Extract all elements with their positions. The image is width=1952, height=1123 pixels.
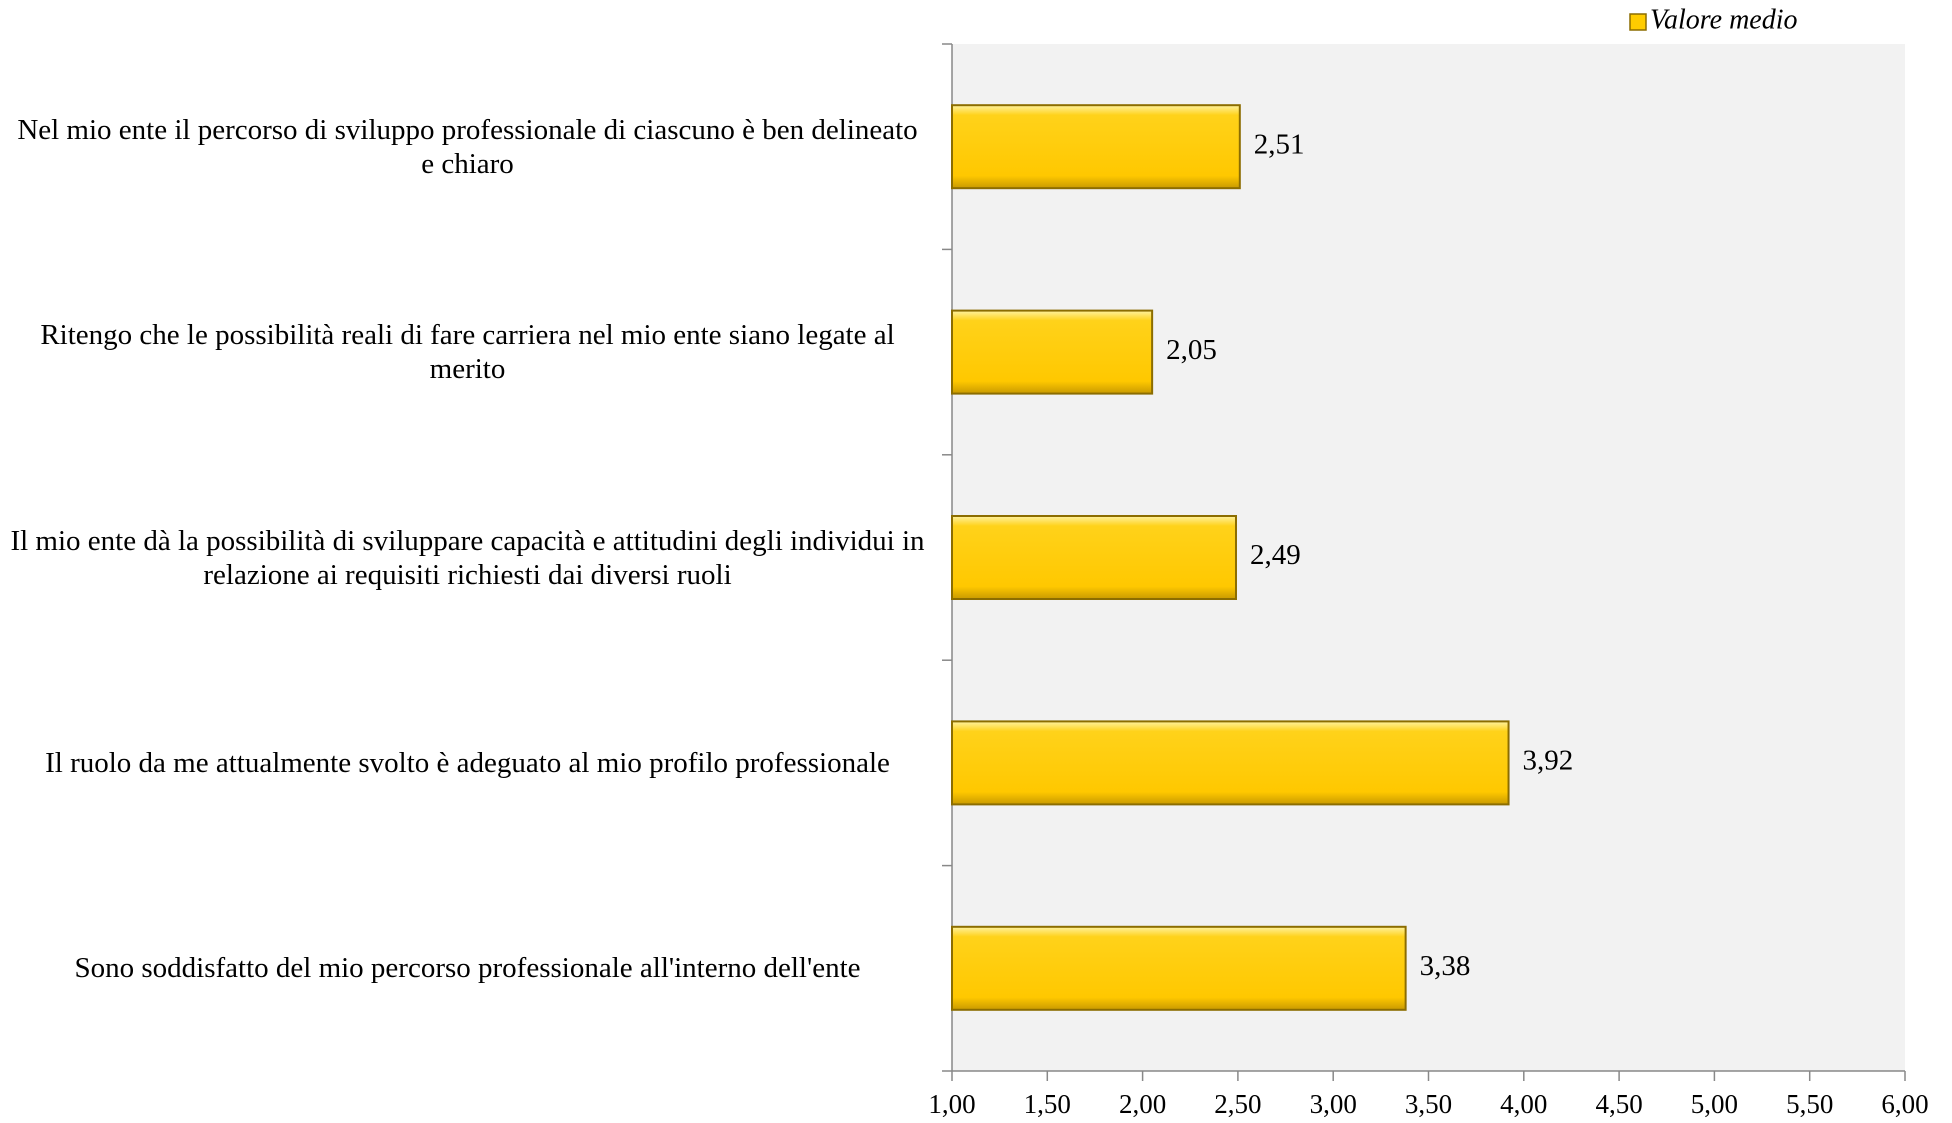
data-label: 3,92 <box>1523 745 1574 777</box>
data-label: 2,51 <box>1254 128 1305 160</box>
data-label: 3,38 <box>1420 950 1471 982</box>
x-tick-label: 6,00 <box>1881 1089 1928 1119</box>
y-tick-label: Nel mio ente il percorso di sviluppo pro… <box>17 113 918 180</box>
y-tick-label: Il mio ente dà la possibilità di svilupp… <box>10 524 925 591</box>
x-tick-label: 5,00 <box>1691 1089 1738 1119</box>
y-tick-label: Sono soddisfatto del mio percorso profes… <box>74 952 861 985</box>
x-tick-label: 3,50 <box>1405 1089 1452 1119</box>
data-label: 2,49 <box>1250 539 1301 571</box>
x-tick-label: 1,50 <box>1024 1089 1071 1119</box>
legend-label: Valore medio <box>1650 4 1798 35</box>
x-tick-label: 2,50 <box>1214 1089 1261 1119</box>
x-tick-label: 2,00 <box>1119 1089 1166 1119</box>
data-label: 2,05 <box>1166 334 1217 366</box>
x-tick-label: 1,00 <box>928 1089 975 1119</box>
x-tick-label: 5,50 <box>1786 1089 1833 1119</box>
y-tick-label: Il ruolo da me attualmente svolto è adeg… <box>45 746 890 779</box>
x-tick-label: 4,00 <box>1500 1089 1547 1119</box>
bar <box>951 309 1154 395</box>
bar <box>951 104 1241 190</box>
x-tick-label: 4,50 <box>1595 1089 1642 1119</box>
y-tick-label: Ritengo che le possibilità reali di fare… <box>40 319 895 386</box>
bar <box>951 720 1510 806</box>
bar <box>951 515 1237 600</box>
x-tick-label: 3,00 <box>1310 1089 1357 1119</box>
bar <box>951 925 1407 1011</box>
legend-swatch <box>1629 13 1647 31</box>
